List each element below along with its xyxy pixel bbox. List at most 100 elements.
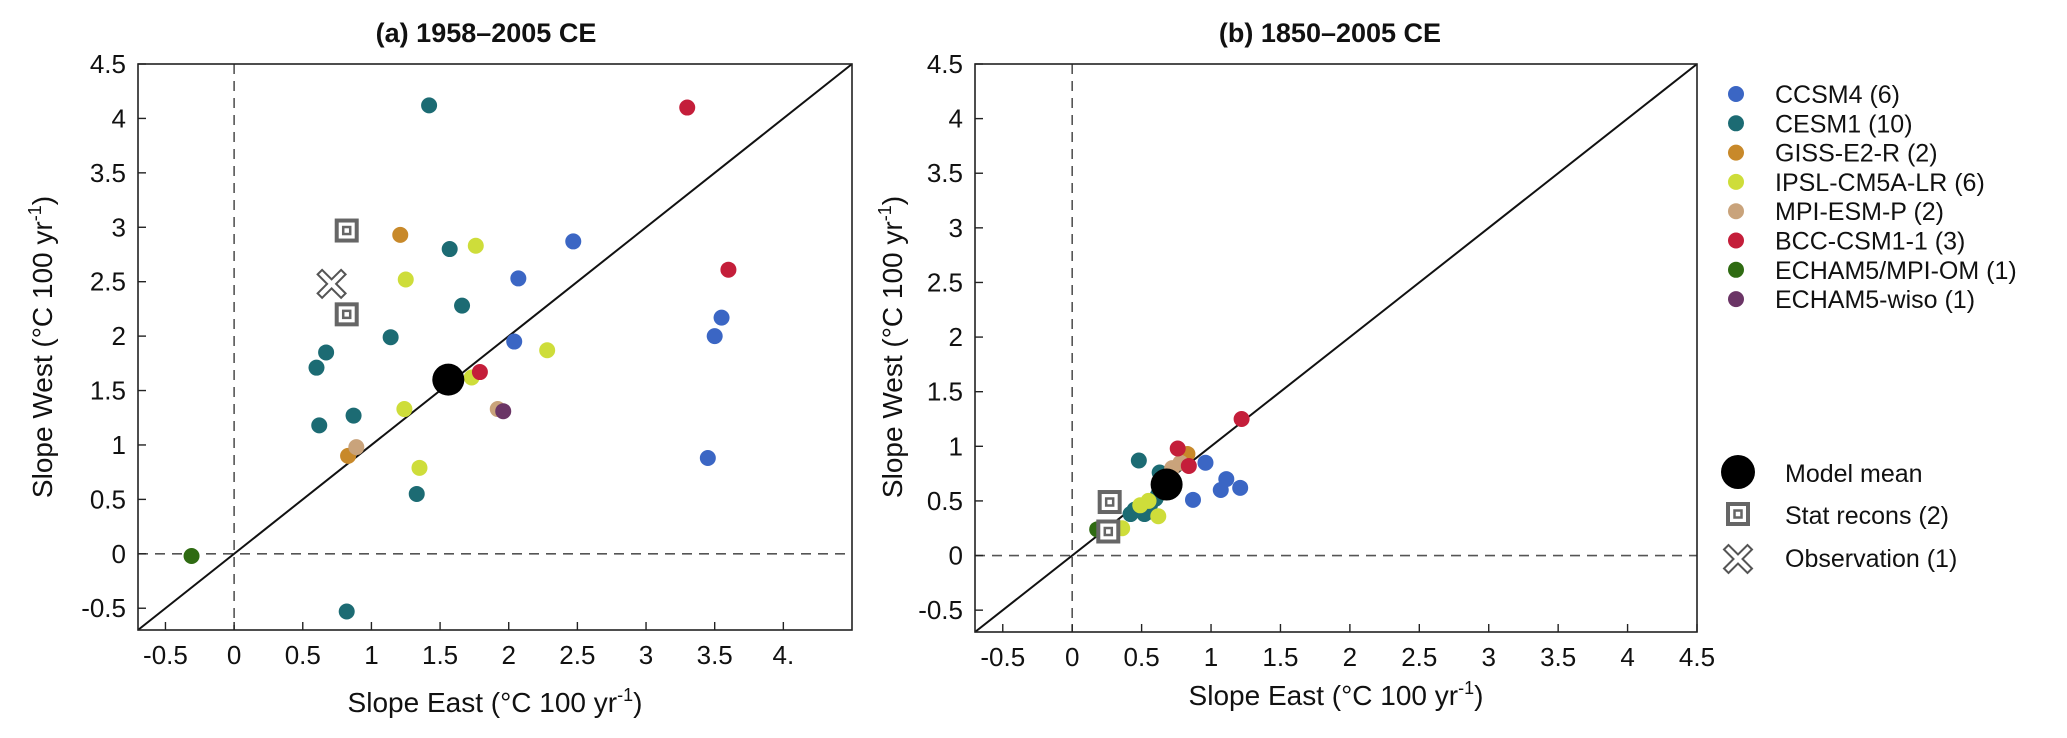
legend-model-mean-label: Model mean (1785, 460, 1923, 488)
panel-b-x-tick-label: 4 (1620, 642, 1634, 672)
panel-b-plot-frame (974, 63, 1698, 633)
legend-label: BCC-CSM1-1 (3) (1775, 228, 1965, 256)
legend-stat-recons-label: Stat recons (2) (1785, 502, 1949, 530)
panel-a-point-ccsm4 (699, 450, 716, 467)
panel-a-point-echam5-mpi-om (183, 547, 200, 564)
panel-a-point-ipsl-cm5a-lr (396, 401, 413, 418)
panel-b-y-tick-label: 3.5 (927, 158, 963, 188)
panel-b-stat-recon-marker-inner (1104, 497, 1115, 507)
panel-b-y-tick-label: 1.5 (927, 377, 963, 407)
panel-a-ticks: -0.5 0 0.5 1 1.5 2 2.5 3 3.5 4. -0.5 0 0.5 1 1.5 2 2.5 3 3… (81, 49, 794, 670)
panel-b-point-ipsl-cm5a-lr (1132, 497, 1149, 514)
panel-b-point-ccsm4 (1184, 491, 1201, 508)
panel-b-y-tick-label: 2.5 (927, 267, 963, 297)
panel-a-point-cesm1 (311, 417, 328, 434)
legend-stat-recons-swatch (1726, 502, 1750, 526)
panel-a-point-ipsl-cm5a-lr (411, 459, 428, 476)
panel-b-y-tick-label: 0.5 (927, 486, 963, 516)
panel-a-reference-lines (137, 63, 853, 631)
panel-b-x-tick-label: 0 (1065, 642, 1079, 672)
panel-b-y-tick-label: 2 (949, 322, 963, 352)
panel-b-point-ccsm4 (1232, 479, 1249, 496)
panel-b-x-tick-label: 1 (1204, 642, 1218, 672)
legend-stat-recons-swatch-inner (1733, 509, 1743, 519)
panel-a-point-cesm1 (382, 329, 399, 346)
panel-a-y-tick-label: 4 (112, 103, 126, 133)
legend-item: ECHAM5-wiso (1) (1728, 286, 1975, 314)
panel-a-y-tick-label: 3.5 (90, 158, 126, 188)
panel-b-y-tick-label: -0.5 (918, 595, 963, 625)
legend-observation-swatch (1722, 543, 1754, 575)
panel-a-x-tick-label: 0 (227, 640, 241, 670)
panel-a-y-tick-label: 1.5 (90, 376, 126, 406)
panel-b-x-tick-label: 3 (1481, 642, 1495, 672)
panel-b-point-bcc-csm1-1 (1169, 440, 1186, 457)
panel-a-title: (a) 1958–2005 CE (376, 18, 597, 48)
legend-label: ECHAM5/MPI-OM (1) (1775, 257, 2017, 285)
panel-a-stat-recon-marker-inner (341, 309, 352, 320)
panel-a-x-tick-label: 2 (501, 640, 515, 670)
panel-b-point-bcc-csm1-1 (1180, 457, 1197, 474)
panel-b-y-tick-label: 4 (949, 104, 963, 134)
panel-a-point-cesm1 (308, 359, 325, 376)
panel-a-point-giss-e2-r (392, 226, 409, 243)
panel-b-point-ccsm4 (1212, 482, 1229, 498)
panel-b-x-axis-label: Slope East (°C 100 yr-1) (1189, 678, 1484, 711)
panel-a-x-tick-label: 3 (639, 640, 653, 670)
panel-b-x-tick-label: 1.5 (1262, 642, 1298, 672)
panel-a: (a) 1958–2005 CE -0.5 0 0.5 1 1.5 2 2.5 3 3.5 4.-… (25, 18, 853, 718)
panel-a-point-ccsm4 (706, 328, 723, 345)
panel-a-y-tick-label: 0 (112, 539, 126, 569)
panel-a-stat-recon-marker (334, 302, 359, 327)
panel-b: (b) 1850–2005 CE -0.5 0 0.5 1 1.5 2 2.5 3 3.5 4 4.… (875, 18, 1715, 711)
panel-b-stat-recon-marker-inner (1103, 526, 1114, 537)
panel-a-x-tick-label: 3.5 (697, 640, 733, 670)
panel-b-ticks: -0.5 0 0.5 1 1.5 2 2.5 3 3.5 4 4.5 -0.5 0 0.5 1 1.5 2 2.5… (918, 49, 1715, 672)
legend-label: CESM1 (10) (1775, 110, 1913, 138)
panel-b-model-mean-marker (1150, 468, 1183, 501)
panel-b-x-tick-label: 0.5 (1124, 642, 1160, 672)
legend-item: IPSL-CM5A-LR (6) (1728, 169, 1985, 197)
legend-swatch (1728, 173, 1744, 190)
panel-a-y-tick-label: 2.5 (90, 267, 126, 297)
panel-a-point-ipsl-cm5a-lr (539, 342, 556, 359)
legend-swatch (1728, 291, 1744, 308)
panel-a-point-cesm1 (338, 603, 355, 620)
panel-b-y-tick-label: 0 (949, 541, 963, 571)
panel-b-x-tick-label: 3.5 (1540, 642, 1576, 672)
legend-swatch (1728, 261, 1744, 278)
panel-a-point-cesm1 (318, 344, 335, 361)
panel-a-marks (183, 97, 737, 620)
panel-a-stat-recon-marker-inner (341, 225, 352, 236)
legend-item: GISS-E2-R (2) (1728, 140, 1938, 168)
panel-b-stat-recon-marker (1096, 519, 1121, 544)
panel-a-stat-recon-marker (334, 218, 359, 243)
panel-b-y-tick-label: 3 (949, 213, 963, 243)
panel-a-y-axis-label: Slope West (°C 100 yr-1) (25, 196, 58, 498)
legend-item: MPI-ESM-P (2) (1728, 198, 1944, 226)
panel-b-point-bcc-csm1-1 (1233, 411, 1250, 427)
panel-a-x-tick-label: -0.5 (143, 640, 188, 670)
panel-b-y-tick-label: 1 (949, 431, 963, 461)
panel-a-point-bcc-csm1-1 (720, 261, 737, 278)
panel-a-point-cesm1 (454, 297, 471, 314)
legend: CCSM4 (6)CESM1 (10)GISS-E2-R (2)IPSL-CM5… (1721, 81, 2017, 575)
panel-b-marks (1089, 411, 1250, 544)
panel-a-point-cesm1 (408, 485, 425, 502)
panel-a-x-tick-label: 2.5 (559, 640, 595, 670)
panel-a-y-tick-label: 4.5 (90, 49, 126, 79)
panel-b-y-tick-label: 4.5 (927, 49, 963, 79)
panel-a-point-bcc-csm1-1 (679, 99, 696, 116)
panel-a-one-to-one-line (137, 63, 853, 631)
panel-a-point-ccsm4 (506, 333, 523, 350)
panel-a-point-mpi-esm-p (348, 439, 365, 456)
panel-a-model-mean-marker (432, 363, 465, 396)
panel-a-point-ccsm4 (510, 270, 527, 287)
panel-a-y-tick-label: 3 (112, 212, 126, 242)
panel-a-observation-marker (316, 268, 348, 300)
panel-a-point-echam5-wiso (495, 403, 512, 420)
panel-a-point-cesm1 (441, 241, 458, 258)
panel-a-y-tick-label: 2 (112, 321, 126, 351)
panel-a-point-cesm1 (421, 97, 438, 114)
